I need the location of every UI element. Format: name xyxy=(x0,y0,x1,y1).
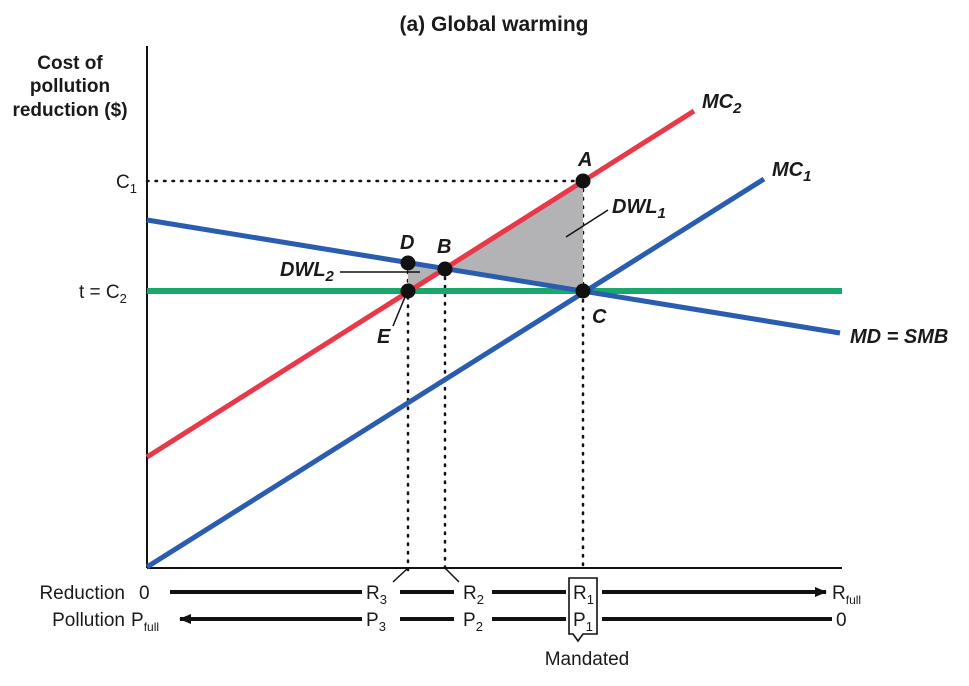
dwl1-label: DWL1 xyxy=(612,196,666,222)
point-a xyxy=(575,173,591,189)
mandated-bracket xyxy=(568,577,598,643)
y-axis-title-line3: reduction ($) xyxy=(12,100,127,121)
p1-label: P1 xyxy=(573,610,593,634)
dwl1-pointer xyxy=(565,209,609,238)
y-axis-title-line1: Cost of xyxy=(37,53,103,74)
point-b-label: B xyxy=(437,236,451,258)
diagram-title: (a) Global warming xyxy=(399,13,588,36)
r3-label-bg xyxy=(362,580,400,630)
mandated-bracket-bg xyxy=(566,578,602,634)
y-tick-t-c2: t = C2 xyxy=(79,282,127,306)
p3-label: P3 xyxy=(366,610,386,634)
p-full-label: Pfull xyxy=(131,610,159,634)
point-a-label: A xyxy=(577,149,592,171)
point-d-label: D xyxy=(400,232,414,254)
mc2-label: MC2 xyxy=(702,91,742,117)
r3-connector xyxy=(392,567,409,583)
md-smb-curve xyxy=(146,217,841,336)
p2-label: P2 xyxy=(463,610,483,634)
mc2-curve xyxy=(145,108,696,460)
point-c xyxy=(575,283,591,299)
r3-label: R3 xyxy=(366,583,387,607)
point-e-label: E xyxy=(377,326,391,348)
y-tick-c1: C1 xyxy=(116,172,137,196)
point-d xyxy=(400,255,416,271)
dwl2-label: DWL2 xyxy=(280,259,335,285)
y-axis-title-line2: pollution xyxy=(30,76,110,97)
pollution-row-label: Pollution xyxy=(52,610,125,631)
point-b xyxy=(437,261,453,277)
dwl1-area xyxy=(445,181,583,291)
reduction-row-label: Reduction xyxy=(39,583,125,604)
r2-label: R2 xyxy=(463,583,484,607)
pollution-zero: 0 xyxy=(836,610,847,631)
point-c-label: C xyxy=(592,306,607,328)
r2-label-bg xyxy=(454,580,492,630)
mc1-curve xyxy=(145,176,766,570)
r2-connector xyxy=(444,567,460,583)
r1-label: R1 xyxy=(573,583,594,607)
reduction-zero: 0 xyxy=(139,583,150,604)
point-e-pointer xyxy=(392,296,406,327)
mc1-label: MC1 xyxy=(772,159,811,185)
r-full-label: Rfull xyxy=(832,583,861,607)
point-e xyxy=(400,283,416,299)
md-smb-label: MD = SMB xyxy=(850,326,948,348)
mandated-label: Mandated xyxy=(545,649,630,670)
